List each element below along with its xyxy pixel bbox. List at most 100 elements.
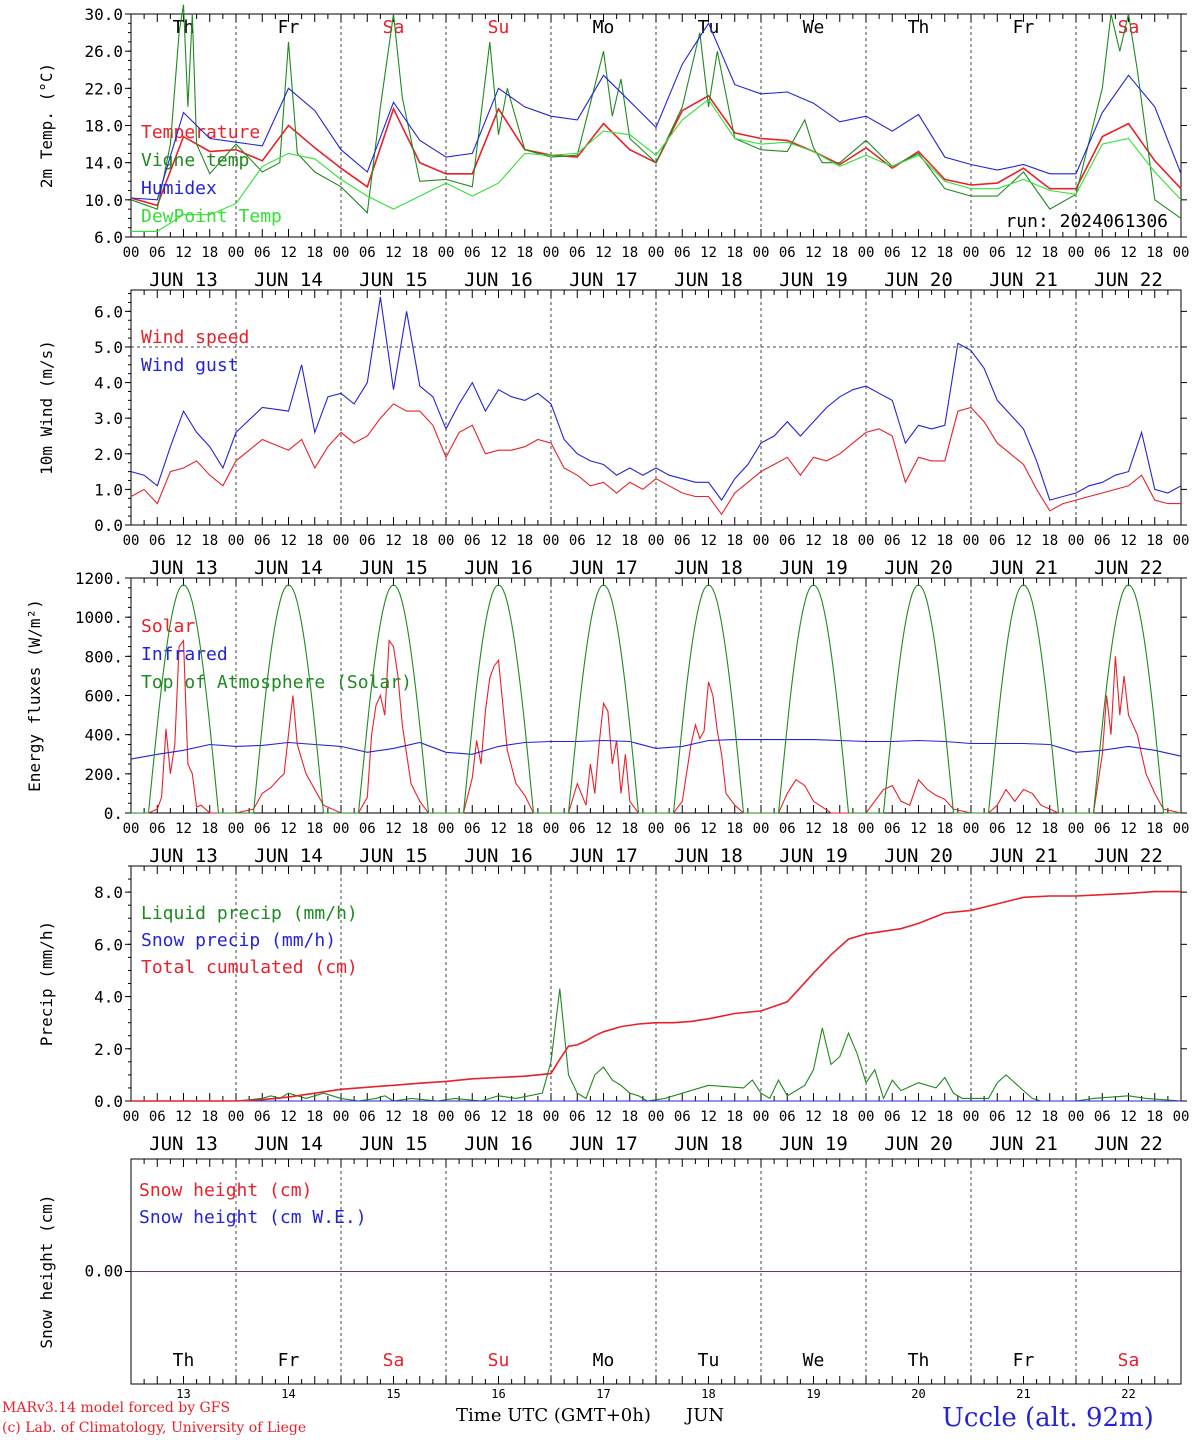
series-dewpoint-temp [131,98,1182,232]
hour-label: 06 [989,533,1006,549]
hour-label: 18 [831,821,848,837]
hour-label: 00 [228,821,245,837]
hour-label: 00 [438,1109,455,1125]
hour-label: 06 [1094,245,1111,261]
legend-entry: Vigne temp [141,150,249,171]
hour-label: 06 [989,245,1006,261]
y-tick-label: 6.0 [94,935,123,954]
hour-label: 18 [201,1109,218,1125]
hour-label: 06 [989,821,1006,837]
hour-label: 06 [779,1109,796,1125]
hour-label: 00 [1173,821,1190,837]
hour-label: 00 [333,245,350,261]
date-label: JUN 20 [884,557,953,579]
weekday-label: We [803,1350,825,1371]
hour-label: 18 [201,245,218,261]
weekday-label: Fr [1013,17,1035,38]
y-tick-label: 18.0 [84,117,123,136]
hour-label: 00 [543,1109,560,1125]
y-tick-label: 1.0 [94,480,123,499]
panel-energy: 0. 200. 400. 600. 800. 1000. 1200. Energy fluxe… [25,569,1189,867]
hour-label: 00 [123,533,140,549]
month-label: JUN [686,1405,725,1426]
y-tick-label: 0.00 [84,1262,123,1281]
series-humidex [130,22,1182,201]
hour-label: 18 [726,821,743,837]
y-tick-label: 10.0 [84,191,123,210]
y-tick-label: 800. [84,647,123,666]
hour-label: 00 [648,1109,665,1125]
hour-label: 00 [858,533,875,549]
date-label: JUN 22 [1094,557,1163,579]
series-infrared [130,739,1182,760]
hour-label: 06 [674,533,691,549]
weekday-label: Fr [278,1350,300,1371]
hour-label: 00 [753,1109,770,1125]
hour-label: 00 [648,821,665,837]
hour-label: 12 [1015,533,1032,549]
hour-label: 18 [936,821,953,837]
weekday-label: Mo [593,17,615,38]
hour-label: 12 [175,1109,192,1125]
hour-label: 18 [1146,245,1163,261]
hour-label: 18 [1041,1109,1058,1125]
series-wind-gust [130,297,1182,502]
hour-label: 12 [1015,1109,1032,1125]
hour-label: 12 [280,533,297,549]
hour-label: 00 [333,533,350,549]
weekday-label: Fr [278,17,300,38]
hour-label: 00 [1068,1109,1085,1125]
hour-label: 18 [411,533,428,549]
legend-entry: Solar [141,616,195,637]
hour-label: 18 [201,821,218,837]
hour-label: 18 [516,245,533,261]
hour-label: 00 [438,245,455,261]
hour-label: 06 [884,245,901,261]
hour-label: 12 [490,245,507,261]
day-number-label: 14 [281,1387,295,1401]
date-label: JUN 15 [359,1133,428,1155]
hour-label: 00 [228,245,245,261]
day-number-label: 22 [1121,1387,1135,1401]
day-number-label: 18 [701,1387,715,1401]
y-axis-label: Snow height (cm) [37,1194,56,1348]
weekday-label: Sa [1118,1350,1140,1371]
weekday-label: Su [488,1350,510,1371]
hour-label: 00 [123,1109,140,1125]
date-label: JUN 16 [464,845,533,867]
date-label: JUN 14 [254,845,323,867]
hour-label: 06 [569,1109,586,1125]
hour-label: 06 [149,245,166,261]
hour-label: 06 [569,245,586,261]
hour-label: 18 [831,533,848,549]
hour-label: 06 [674,1109,691,1125]
hour-label: 12 [910,821,927,837]
hour-label: 06 [359,533,376,549]
hour-label: 00 [858,1109,875,1125]
hour-label: 06 [464,245,481,261]
date-label: JUN 15 [359,557,428,579]
hour-label: 00 [753,533,770,549]
series-wind-speed [130,403,1181,516]
hour-label: 18 [1146,1109,1163,1125]
hour-label: 12 [1015,821,1032,837]
hour-label: 00 [228,533,245,549]
date-label: JUN 15 [359,845,428,867]
y-tick-label: 6.0 [94,228,123,247]
hour-label: 06 [1094,821,1111,837]
weekday-label: Sa [1118,17,1140,38]
hour-label: 00 [858,821,875,837]
hour-label: 06 [464,533,481,549]
hour-label: 06 [1094,533,1111,549]
hour-label: 18 [306,1109,323,1125]
date-label: JUN 14 [254,1133,323,1155]
hour-label: 18 [726,533,743,549]
weekday-label: Th [173,17,195,38]
weekday-label: Fr [1013,1350,1035,1371]
hour-label: 12 [175,821,192,837]
series-vigne-temp [130,4,1182,219]
hour-label: 06 [779,245,796,261]
hour-label: 18 [726,245,743,261]
y-tick-label: 1200. [75,569,123,588]
